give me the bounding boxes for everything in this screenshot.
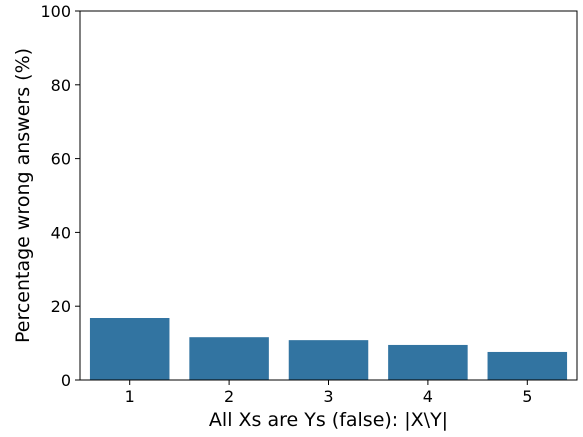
bar-2 [189, 337, 269, 380]
bars-group [89, 318, 568, 380]
x-tick-label: 5 [522, 387, 532, 406]
x-axis-ticks: 1 2 3 4 5 [125, 380, 532, 406]
y-tick-label: 20 [51, 297, 71, 316]
y-tick-label: 40 [51, 223, 71, 242]
x-tick-label: 1 [125, 387, 135, 406]
y-tick-label: 100 [40, 2, 71, 21]
x-axis-label: All Xs are Ys (false): |X\Y| [209, 409, 448, 431]
y-axis-ticks: 0 20 40 60 80 100 [40, 2, 80, 390]
y-tick-label: 60 [51, 150, 71, 169]
y-tick-label: 80 [51, 76, 71, 95]
bar-3 [288, 340, 369, 380]
x-tick-label: 3 [323, 387, 333, 406]
plot-frame [79, 10, 578, 381]
y-tick-label: 0 [61, 371, 71, 390]
bar-1 [89, 318, 170, 380]
x-tick-label: 4 [423, 387, 433, 406]
y-axis-label: Percentage wrong answers (%) [12, 48, 34, 343]
bar-4 [388, 344, 468, 380]
bar-5 [487, 351, 568, 380]
x-tick-label: 2 [224, 387, 234, 406]
